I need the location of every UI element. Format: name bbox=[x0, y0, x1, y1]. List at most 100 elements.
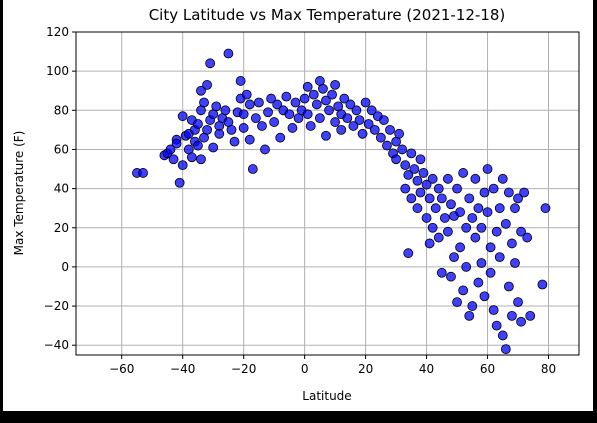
data-point bbox=[400, 160, 411, 171]
data-point bbox=[336, 124, 347, 135]
data-point bbox=[165, 144, 176, 155]
data-point bbox=[241, 89, 252, 100]
data-point bbox=[299, 93, 310, 104]
x-tick-label: −20 bbox=[231, 362, 256, 376]
data-point bbox=[482, 164, 493, 174]
data-point bbox=[446, 271, 456, 282]
data-point bbox=[503, 281, 514, 292]
data-point bbox=[314, 113, 325, 124]
data-point bbox=[339, 93, 350, 104]
data-point bbox=[507, 238, 517, 249]
data-point bbox=[238, 109, 249, 120]
data-point bbox=[223, 48, 234, 59]
data-point bbox=[229, 136, 240, 147]
y-tick-label: 120 bbox=[46, 25, 69, 39]
data-point bbox=[199, 97, 209, 108]
x-tick-label: 20 bbox=[358, 362, 373, 376]
data-point bbox=[427, 222, 438, 233]
data-point bbox=[375, 132, 386, 143]
data-point bbox=[366, 105, 377, 116]
data-point bbox=[455, 207, 466, 217]
y-tick-label: −20 bbox=[44, 299, 69, 313]
data-point bbox=[485, 267, 496, 278]
data-point bbox=[250, 113, 261, 124]
data-point bbox=[287, 123, 298, 133]
y-tick-label: 80 bbox=[54, 103, 69, 117]
data-point bbox=[266, 93, 277, 104]
data-point bbox=[415, 154, 426, 165]
chart-title: City Latitude vs Max Temperature (2021-1… bbox=[149, 6, 506, 24]
x-tick-label: −60 bbox=[109, 362, 134, 376]
data-point bbox=[476, 222, 487, 233]
data-point bbox=[220, 105, 231, 116]
y-tick-label: 20 bbox=[54, 221, 69, 235]
data-point bbox=[330, 117, 341, 127]
data-point bbox=[513, 193, 523, 204]
data-point bbox=[391, 154, 401, 165]
data-point bbox=[211, 101, 222, 112]
data-point bbox=[412, 175, 423, 186]
data-point bbox=[473, 203, 484, 214]
data-point bbox=[491, 320, 502, 331]
data-point bbox=[186, 152, 197, 163]
data-point bbox=[406, 193, 417, 204]
data-point bbox=[305, 121, 316, 131]
data-point bbox=[138, 168, 148, 178]
data-point bbox=[464, 193, 475, 204]
data-point bbox=[443, 173, 453, 184]
data-point bbox=[238, 123, 249, 133]
data-point bbox=[168, 154, 179, 165]
data-point bbox=[497, 173, 508, 184]
data-point bbox=[403, 248, 414, 259]
data-point bbox=[467, 213, 478, 223]
data-point bbox=[260, 144, 270, 155]
data-point bbox=[464, 310, 475, 321]
data-point bbox=[193, 119, 203, 129]
data-point bbox=[363, 119, 374, 129]
data-point bbox=[461, 262, 472, 272]
data-point bbox=[436, 193, 447, 204]
data-point bbox=[433, 232, 444, 243]
data-point bbox=[458, 285, 469, 296]
data-point bbox=[497, 330, 508, 341]
data-point bbox=[424, 238, 435, 249]
data-point bbox=[272, 99, 283, 110]
data-point bbox=[385, 124, 395, 135]
data-point bbox=[354, 115, 365, 125]
data-point bbox=[244, 134, 255, 145]
data-point bbox=[281, 91, 292, 102]
data-point bbox=[235, 76, 246, 86]
x-tick-label: 40 bbox=[419, 362, 434, 376]
data-point bbox=[412, 203, 423, 214]
data-point bbox=[516, 226, 526, 237]
data-point bbox=[452, 183, 462, 194]
data-point bbox=[382, 140, 392, 151]
x-tick-label: 60 bbox=[480, 362, 495, 376]
points-layer bbox=[132, 48, 551, 355]
data-point bbox=[321, 95, 331, 106]
data-point bbox=[351, 105, 362, 116]
data-point bbox=[479, 187, 490, 198]
data-point bbox=[226, 124, 237, 135]
data-point bbox=[196, 85, 206, 96]
data-point bbox=[430, 203, 441, 214]
data-point bbox=[302, 81, 313, 92]
data-point bbox=[400, 183, 411, 194]
data-point bbox=[318, 83, 328, 94]
data-point bbox=[244, 99, 255, 110]
data-point bbox=[516, 316, 526, 327]
data-point bbox=[290, 97, 301, 108]
ticks-layer: −60 −40 −20 0 20 40 60 80 −40 −20 0 20 40 60 80 100 120 bbox=[44, 25, 556, 376]
data-point bbox=[540, 203, 551, 214]
data-point bbox=[522, 232, 533, 243]
data-point bbox=[369, 124, 380, 135]
data-point bbox=[507, 310, 517, 321]
data-point bbox=[360, 97, 371, 108]
data-point bbox=[519, 187, 530, 198]
data-point bbox=[269, 117, 280, 127]
data-point bbox=[177, 111, 188, 122]
data-point bbox=[308, 89, 319, 100]
grid-layer bbox=[76, 31, 579, 355]
data-point bbox=[455, 242, 466, 253]
data-point bbox=[439, 213, 450, 223]
